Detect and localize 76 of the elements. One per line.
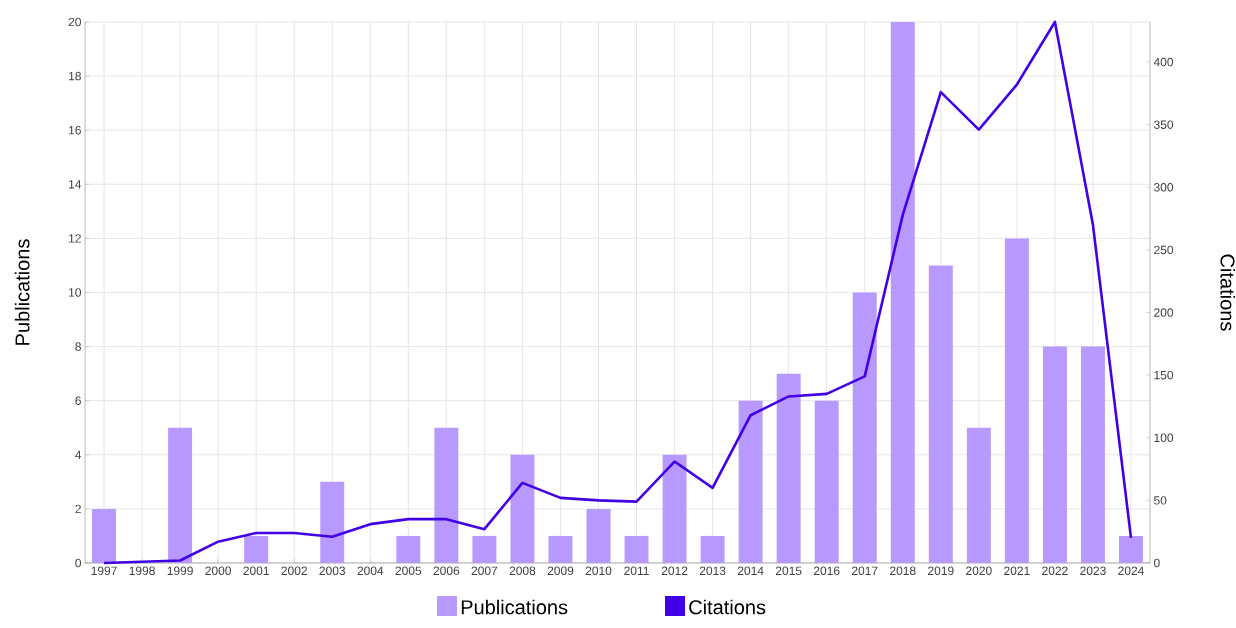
y2-tick-label: 300 (1153, 183, 1174, 192)
bar (700, 535, 725, 563)
y2-axis-title: Citations (1220, 254, 1236, 331)
bar (1004, 238, 1029, 563)
y2-tick-label: 150 (1154, 370, 1174, 380)
x-tick-label: 2015 (775, 566, 802, 576)
y2-tick-label: 0 (1154, 558, 1160, 568)
bar (662, 454, 687, 563)
legend-label: Publications (461, 599, 568, 615)
y2-tick-label: 50 (1154, 496, 1167, 505)
bar (1042, 346, 1067, 563)
x-tick-label: 2019 (928, 566, 954, 576)
x-tick-label: 2013 (699, 566, 726, 576)
x-tick-label: 2007 (471, 566, 498, 576)
y-tick-label: 16 (69, 125, 81, 135)
bar (928, 265, 953, 563)
x-tick-label: 2017 (851, 566, 878, 576)
y-tick-label: 20 (68, 17, 82, 27)
y-tick-label: 10 (69, 288, 82, 297)
y-tick-label: 12 (69, 234, 81, 243)
x-tick-label: 2000 (205, 566, 232, 576)
y-tick-label: 2 (75, 504, 81, 514)
x-tick-label: 2020 (966, 566, 992, 576)
x-tick-label: 2010 (585, 566, 612, 576)
x-tick-label: 2008 (509, 566, 536, 576)
x-tick-label: 2002 (281, 566, 307, 576)
bar (510, 454, 535, 563)
x-tick-label: 2016 (813, 566, 840, 576)
y-tick-label: 6 (75, 396, 81, 405)
bar (244, 535, 269, 563)
x-tick-label: 2003 (319, 566, 346, 576)
y2-tick-label: 250 (1154, 245, 1174, 255)
bar (472, 535, 497, 563)
bar (1119, 535, 1143, 563)
bar (738, 400, 763, 563)
x-tick-label: 2004 (357, 566, 384, 576)
y-axis-title: Publications (14, 239, 30, 345)
bar (586, 508, 611, 563)
x-tick-label: 2011 (624, 566, 649, 576)
bar (776, 373, 801, 563)
bar (434, 427, 459, 563)
y-tick-label: 0 (75, 558, 82, 568)
x-tick-label: 2021 (1004, 566, 1030, 576)
x-tick-label: 2024 (1118, 566, 1144, 576)
x-tick-label: 1997 (91, 566, 117, 576)
x-tick-label: 1998 (129, 566, 155, 576)
x-tick-label: 2018 (890, 566, 916, 576)
y-tick-label: 4 (75, 450, 82, 459)
y-tick-label: 8 (75, 342, 81, 351)
bar (320, 481, 345, 563)
y2-tick-label: 200 (1154, 308, 1174, 317)
bar (890, 21, 915, 563)
x-tick-label: 2009 (547, 566, 574, 576)
bar (168, 427, 193, 563)
x-tick-label: 2012 (661, 566, 688, 576)
bar (852, 292, 877, 563)
bar (966, 427, 991, 563)
bar (1080, 346, 1105, 563)
x-tick-label: 2023 (1080, 566, 1106, 576)
legend-label: Citations (689, 599, 766, 615)
bar (92, 508, 117, 563)
x-tick-label: 2006 (433, 566, 460, 576)
y2-tick-label: 400 (1153, 57, 1174, 67)
x-tick-label: 1999 (167, 566, 193, 576)
bar (624, 535, 649, 563)
x-tick-label: 2014 (737, 566, 764, 576)
x-tick-label: 2005 (395, 566, 422, 576)
bar (814, 400, 839, 563)
y-tick-label: 18 (69, 71, 81, 81)
x-tick-label: 2022 (1042, 566, 1068, 576)
x-tick-label: 2001 (243, 566, 269, 576)
y2-tick-label: 350 (1153, 120, 1174, 129)
bar (548, 535, 573, 563)
bar (396, 535, 421, 563)
y-tick-label: 14 (69, 180, 82, 189)
y2-tick-label: 100 (1154, 433, 1174, 442)
